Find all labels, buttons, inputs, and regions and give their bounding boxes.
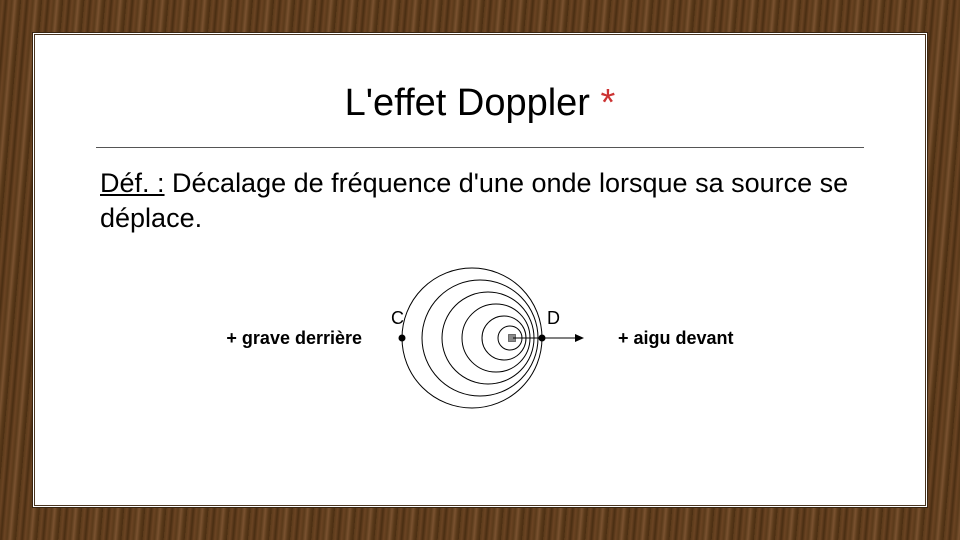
- diagram-row: + grave derrière C D + aigu devant: [96, 263, 864, 413]
- slide-content: L'effet Doppler * Déf. : Décalage de fré…: [36, 36, 924, 504]
- definition-paragraph: Déf. : Décalage de fréquence d'une onde …: [96, 166, 864, 235]
- observer-c-label: C: [391, 308, 404, 328]
- definition-text: Décalage de fréquence d'une onde lorsque…: [100, 168, 848, 233]
- title-asterisk: *: [601, 82, 616, 124]
- label-left-grave: + grave derrière: [226, 328, 362, 349]
- title-text: L'effet Doppler: [345, 82, 601, 124]
- title-underline: [96, 147, 864, 148]
- slide-title: L'effet Doppler *: [96, 82, 864, 125]
- motion-arrow-head: [575, 334, 584, 342]
- label-right-aigu: + aigu devant: [618, 328, 734, 349]
- observer-c-dot: [399, 335, 406, 342]
- observer-d-dot: [539, 335, 546, 342]
- definition-label: Déf. :: [100, 168, 165, 198]
- doppler-diagram: C D: [380, 263, 600, 413]
- observer-d-label: D: [547, 308, 560, 328]
